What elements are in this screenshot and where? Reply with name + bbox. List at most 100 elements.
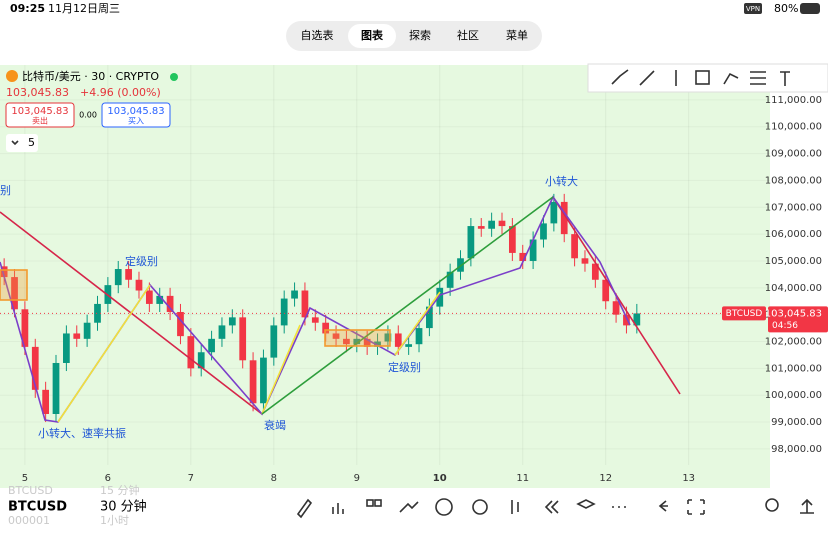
candle-body	[405, 344, 413, 347]
tool[interactable]	[639, 70, 655, 86]
tab[interactable]: 探索	[409, 28, 431, 42]
tool[interactable]	[780, 71, 790, 86]
candle-body	[21, 309, 29, 347]
candle-body	[623, 314, 630, 326]
bottom-interval[interactable]: 30 分钟	[100, 499, 147, 515]
candle-body	[322, 322, 330, 334]
icon[interactable]	[511, 500, 519, 514]
y-tick-label: 111,000.00	[765, 95, 822, 106]
vpn-badge	[744, 3, 762, 14]
drawings	[0, 195, 681, 423]
tool[interactable]	[695, 70, 710, 85]
status-dot	[170, 73, 178, 81]
y-tick-label: 108,000.00	[765, 175, 822, 186]
tool[interactable]	[723, 72, 739, 85]
trend-line	[261, 324, 301, 415]
x-tick-label: 5	[22, 473, 28, 484]
battery-text: 80%	[774, 2, 798, 15]
candle-body	[239, 317, 247, 361]
candle-body	[374, 341, 381, 347]
icon[interactable]	[576, 499, 596, 509]
candle-body	[301, 290, 309, 318]
candle-body	[602, 279, 610, 302]
ghost-text: 1小时	[100, 514, 129, 527]
candle-body	[436, 287, 444, 307]
buy-button[interactable]	[101, 102, 171, 128]
icon[interactable]	[366, 499, 374, 507]
candle-body	[332, 333, 340, 339]
buy-price: 103,045.83	[107, 106, 164, 117]
x-tick-label: 6	[105, 473, 111, 484]
y-tick-label: 104,000.00	[765, 283, 822, 294]
coin-icon	[6, 70, 18, 82]
candle-body	[228, 317, 236, 326]
x-tick-label: 12	[599, 473, 612, 484]
y-tick-label: 98,000.00	[771, 444, 822, 455]
candle-body	[311, 317, 319, 323]
annotation: 小转大、速率共振	[38, 426, 126, 440]
tab[interactable]: 菜单	[506, 29, 528, 42]
zone-box	[0, 269, 28, 301]
trend-line	[0, 195, 631, 423]
icon[interactable]	[687, 499, 705, 515]
candle-body	[208, 338, 215, 353]
candle-body	[125, 269, 132, 280]
y-tick-label: 102,000.00	[765, 337, 822, 348]
x-tick-label: 9	[354, 473, 360, 484]
count: 5	[28, 136, 35, 149]
candle-body	[519, 252, 527, 261]
sell-button[interactable]	[5, 102, 75, 128]
icon[interactable]	[399, 501, 419, 513]
icon[interactable]	[800, 498, 814, 514]
tag-price-box	[768, 306, 828, 333]
ghost-text: 15 分钟	[100, 483, 140, 497]
icon[interactable]	[332, 503, 344, 514]
bottom-symbol[interactable]: BTCUSD	[8, 500, 67, 515]
tab[interactable]: 自选表	[301, 28, 334, 42]
ghost-text: 000001	[8, 514, 50, 527]
annotation: 定级别	[388, 360, 421, 374]
candle-body	[353, 338, 361, 345]
icon[interactable]	[658, 500, 668, 512]
x-tick-label: 11	[516, 473, 529, 484]
trend-line	[57, 284, 151, 423]
y-tick-label: 100,000.00	[765, 390, 822, 401]
tab[interactable]: 社区	[457, 28, 479, 42]
candle-body	[63, 333, 70, 363]
icon[interactable]	[472, 499, 488, 515]
drawing-toolbar	[587, 63, 828, 93]
y-tick-label: 106,000.00	[765, 229, 822, 240]
trend-line	[261, 196, 554, 415]
tag-symbol-box	[722, 306, 766, 321]
icon[interactable]	[544, 500, 559, 514]
candle-body	[187, 336, 195, 369]
candle-body	[394, 333, 402, 347]
candle-body	[0, 266, 8, 278]
candle-body	[612, 301, 620, 315]
icon[interactable]	[765, 498, 779, 512]
y-tick-label: 101,000.00	[765, 363, 822, 374]
candle-body	[42, 389, 50, 414]
candle-body	[145, 290, 153, 304]
icon[interactable]	[296, 498, 313, 519]
candle-body	[343, 338, 350, 345]
y-tick-label: 99,000.00	[771, 417, 822, 428]
annotations: 别 定级别 小转大、速率共振 衰竭 定级别 小转大	[0, 174, 578, 440]
plot	[0, 65, 770, 465]
tool[interactable]	[611, 69, 629, 85]
y-tick-label: 109,000.00	[765, 149, 822, 160]
tab[interactable]: 图表	[361, 28, 384, 42]
candle-body	[11, 277, 18, 310]
tool[interactable]	[750, 71, 766, 85]
candle-body	[363, 338, 371, 347]
icon[interactable]	[374, 499, 382, 507]
candle-body	[498, 220, 506, 227]
buy-label: 买入	[128, 117, 144, 126]
candle-body	[446, 271, 454, 288]
candle-body	[550, 201, 558, 224]
annotation: 定级别	[125, 254, 158, 268]
indicator-toggle[interactable]	[6, 134, 38, 152]
icon[interactable]	[435, 498, 453, 516]
candle-body	[114, 269, 122, 286]
sell-price: 103,045.83	[11, 106, 68, 117]
